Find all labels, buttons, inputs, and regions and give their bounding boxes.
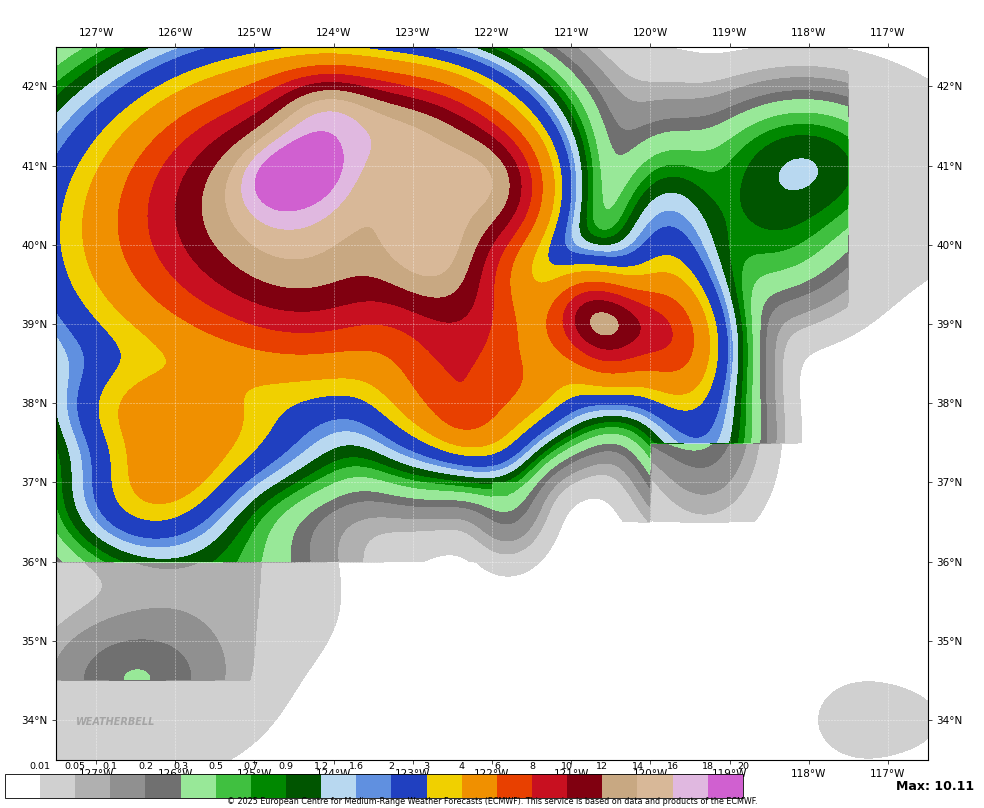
Text: 0.2: 0.2 (138, 762, 153, 771)
Text: 6: 6 (494, 762, 500, 771)
Text: 0.5: 0.5 (209, 762, 223, 771)
Text: 4: 4 (459, 762, 464, 771)
Text: 2: 2 (389, 762, 395, 771)
Text: 3: 3 (423, 762, 430, 771)
Text: 0.1: 0.1 (103, 762, 118, 771)
Text: © 2025 European Centre for Medium-Range Weather Forecasts (ECMWF). This service : © 2025 European Centre for Medium-Range … (226, 797, 758, 806)
Text: 10: 10 (561, 762, 574, 771)
Text: 1.6: 1.6 (349, 762, 364, 771)
Text: Hour: 126 • Valid: 12z Mon 3 Feb 2025: Hour: 126 • Valid: 12z Mon 3 Feb 2025 (707, 16, 976, 31)
Text: 1.2: 1.2 (314, 762, 329, 771)
Text: 12: 12 (596, 762, 608, 771)
Text: 0.01: 0.01 (30, 762, 50, 771)
Text: 16: 16 (666, 762, 679, 771)
Text: WEATHERBELL: WEATHERBELL (76, 718, 155, 727)
Text: 14: 14 (632, 762, 644, 771)
Text: Init 06z 29 Jan 2025 • Total Precipitation (Inches): Init 06z 29 Jan 2025 • Total Precipitati… (90, 16, 434, 31)
Text: 18: 18 (702, 762, 713, 771)
Text: ECMWF 0.1°: ECMWF 0.1° (8, 16, 108, 31)
Text: 0.9: 0.9 (278, 762, 293, 771)
Text: 8: 8 (529, 762, 535, 771)
Text: 0.05: 0.05 (65, 762, 86, 771)
Text: 0.3: 0.3 (173, 762, 188, 771)
Text: Max: 10.11: Max: 10.11 (896, 780, 974, 793)
Text: 0.7: 0.7 (243, 762, 259, 771)
Text: 20: 20 (737, 762, 749, 771)
